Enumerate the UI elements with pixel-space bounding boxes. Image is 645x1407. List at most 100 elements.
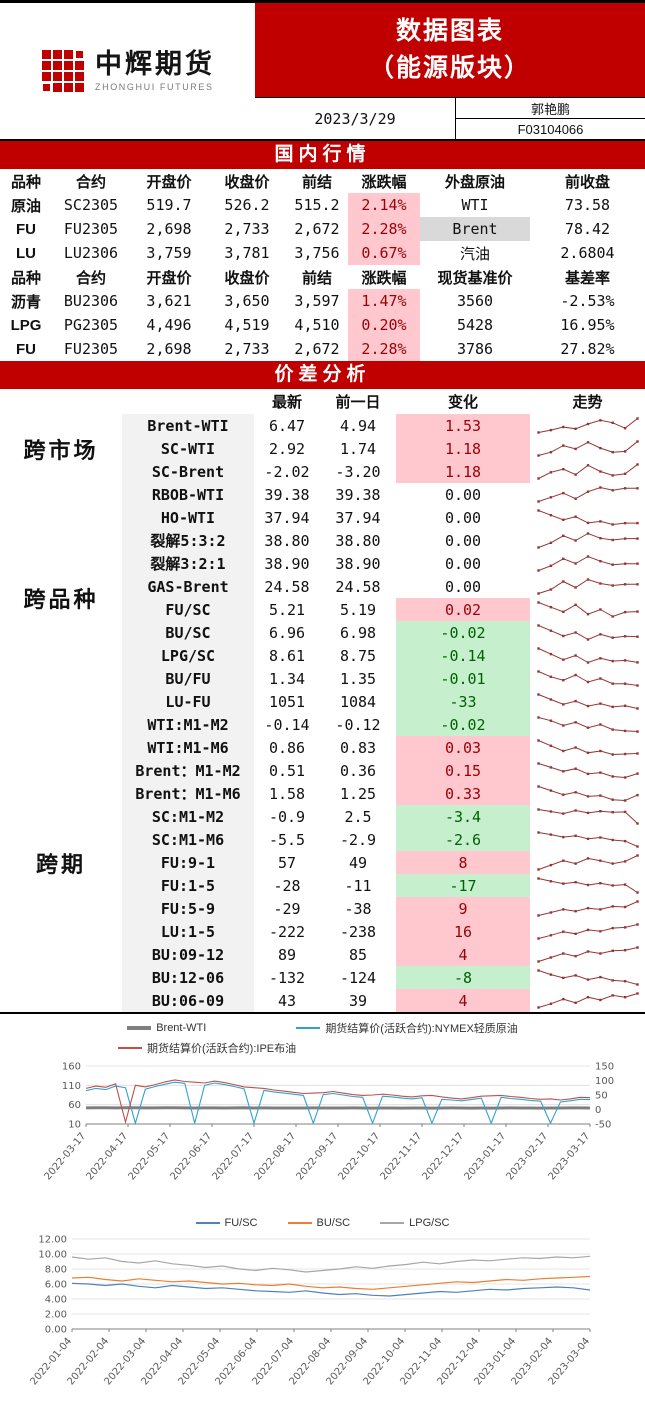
trend-sparkline [536, 463, 639, 480]
spread-name-cell: GAS-Brent [122, 575, 254, 598]
spread-row: FU/SC 5.21 5.19 0.02 [0, 598, 645, 621]
svg-text:2022-10-17: 2022-10-17 [337, 1131, 383, 1183]
svg-text:2022-11-17: 2022-11-17 [379, 1131, 425, 1183]
spread-change-cell: 0.02 [396, 598, 530, 621]
spread-trend-cell [530, 598, 645, 621]
crude-price-chart-svg: 160 110 60 10 150 100 50 0 -50 2022-03-172022-04-… [43, 1062, 615, 1183]
spread-group-label: 跨期 [0, 713, 122, 1012]
spread-prev-cell: 2.5 [344, 807, 372, 826]
market-cell: 73.58 [564, 196, 611, 214]
market-cell: 2,672 [294, 220, 340, 238]
trend-sparkline [536, 946, 639, 963]
spread-name-cell: SC:M1-M2 [122, 805, 254, 828]
spread-prev-cell: 8.75 [339, 646, 377, 665]
ratio-chart-svg: 12.0010.008.006.004.002.000.002022-01-04… [29, 1235, 593, 1388]
market-row: LPG PG2305 4,496 4,519 4,510 0.20% 5428 16.95% [0, 313, 645, 337]
spread-name-cell: FU:1-5 [122, 874, 254, 897]
spread-header-row: 最新 前一日 变化 走势 [0, 389, 645, 414]
spread-row: 裂解3:2:1 38.90 38.90 0.00 [0, 552, 645, 575]
spread-latest-cell: 0.51 [268, 761, 306, 780]
market-cell: LU2306 [63, 244, 119, 262]
spread-name-cell: 裂解5:3:2 [122, 529, 254, 552]
market-row: 沥青 BU2306 3,621 3,650 3,597 1.47% 3560 -2.53% [0, 289, 645, 313]
spread-row: Brent：M1-M6 1.58 1.25 0.33 [0, 782, 645, 805]
spread-prev-cell: 0.36 [339, 761, 377, 780]
spread-trend-cell [530, 667, 645, 690]
company-logo: 中辉期货 ZHONGHUI FUTURES [0, 3, 255, 139]
spread-latest-cell: 1.34 [268, 669, 306, 688]
spread-name-cell: HO-WTI [122, 506, 254, 529]
spread-name-cell: BU:09-12 [122, 943, 254, 966]
spread-change-cell: -33 [396, 690, 530, 713]
domestic-market-table-2: 品种 合约 开盘价 收盘价 前结 涨跌幅 现货基准价 基差率 沥青 BU2306 3,621 3,65… [0, 265, 645, 361]
spread-name-cell: Brent：M1-M2 [122, 759, 254, 782]
svg-text:2023-02-17: 2023-02-17 [505, 1131, 551, 1183]
spread-name-cell: WTI:M1-M6 [122, 736, 254, 759]
spread-latest-cell: 37.94 [264, 508, 310, 527]
column-header: 收盘价 [224, 173, 270, 191]
market-cell: LU [16, 244, 36, 262]
analyst-id: F03104066 [517, 121, 584, 137]
domestic-table1-body: 品种 合约 开盘价 收盘价 前结 涨跌幅 外盘原油 前收盘 原油 SC2305 519.7 526.2… [0, 169, 645, 265]
svg-text:-50: -50 [595, 1120, 611, 1131]
trend-sparkline [536, 877, 639, 894]
trend-sparkline [536, 831, 639, 848]
spread-change-cell: 16 [396, 920, 530, 943]
spread-prev-cell: 39 [348, 991, 368, 1010]
spread-row: BU:06-09 43 39 4 [0, 989, 645, 1012]
spread-header-blank [0, 389, 122, 414]
svg-text:150: 150 [595, 1062, 614, 1073]
column-header: 收盘价 [224, 269, 270, 287]
report-date: 2023/3/29 [314, 109, 396, 128]
spread-row: FU:9-1 57 49 8 [0, 851, 645, 874]
report-title-banner: 数据图表 （能源版块） [255, 3, 645, 97]
spread-row: LPG/SC 8.61 8.75 -0.14 [0, 644, 645, 667]
spread-name-cell: 裂解3:2:1 [122, 552, 254, 575]
market-cell: 2,733 [224, 340, 270, 358]
market-cell: 2,698 [146, 340, 192, 358]
domestic-table2-body: 品种 合约 开盘价 收盘价 前结 涨跌幅 现货基准价 基差率 沥青 BU2306 3,621 3,65… [0, 265, 645, 361]
spread-change-cell: 1.53 [396, 414, 530, 437]
ratio-chart: 12.00 10.00 8.00 6.00 4.00 2.00 0.00 2022-01-04… [0, 1233, 645, 1407]
spread-latest-cell: 38.80 [264, 531, 310, 550]
legend-item-lpg-sc: LPG/SC [380, 1217, 449, 1229]
trend-sparkline [536, 785, 639, 802]
market-row: FU FU2305 2,698 2,733 2,672 2.28% Brent 78.42 [0, 217, 645, 241]
column-header: 开盘价 [146, 269, 192, 287]
spread-trend-cell [530, 506, 645, 529]
spread-name-cell: BU:12-06 [122, 966, 254, 989]
svg-text:0: 0 [595, 1105, 601, 1116]
spread-prev-cell: -11 [344, 876, 372, 895]
ratio-chart-legend: FU/SC BU/SC LPG/SC [0, 1213, 645, 1233]
spread-latest-cell: 8.61 [268, 646, 306, 665]
spread-change-cell: 1.18 [396, 460, 530, 483]
legend-item-nymex: 期货结算价(活跃合约):NYMEX轻质原油 [296, 1020, 518, 1036]
spread-trend-cell [530, 414, 645, 437]
report-header: 中辉期货 ZHONGHUI FUTURES 数据图表 （能源版块） 2023/3… [0, 3, 645, 141]
analyst-name: 郭艳鹏 [456, 98, 645, 119]
spread-latest-cell: -5.5 [268, 830, 306, 849]
spread-latest-cell: 5.21 [268, 600, 306, 619]
spread-change-cell: -0.02 [396, 621, 530, 644]
market-row: FU FU2305 2,698 2,733 2,672 2.28% 3786 27.82% [0, 337, 645, 361]
spread-trend-cell [530, 805, 645, 828]
market-cell: 3560 [456, 292, 494, 310]
svg-text:4.00: 4.00 [45, 1295, 67, 1306]
market-cell: -2.53% [560, 292, 615, 310]
analyst-box: 郭艳鹏 F03104066 [455, 98, 645, 139]
legend-item-brent-wti: Brent-WTI [127, 1022, 206, 1034]
spread-group-label: 跨品种 [0, 483, 122, 713]
trend-sparkline [536, 601, 639, 618]
market-cell: FU [16, 340, 36, 358]
market-cell: 27.82% [560, 340, 615, 358]
price-chart-legend-row2: 期货结算价(活跃合约):IPE布油 [0, 1038, 645, 1058]
spread-prev-cell: -2.9 [339, 830, 377, 849]
spread-latest-cell: 24.58 [264, 577, 310, 596]
spread-name-cell: LU:1-5 [122, 920, 254, 943]
spread-latest-cell: 0.86 [268, 738, 306, 757]
spread-trend-cell [530, 460, 645, 483]
spread-row: SC:M1-M2 -0.9 2.5 -3.4 [0, 805, 645, 828]
market-cell: LPG [10, 316, 42, 334]
spread-change-cell: -0.02 [396, 713, 530, 736]
spread-prev-cell: -38 [344, 899, 372, 918]
